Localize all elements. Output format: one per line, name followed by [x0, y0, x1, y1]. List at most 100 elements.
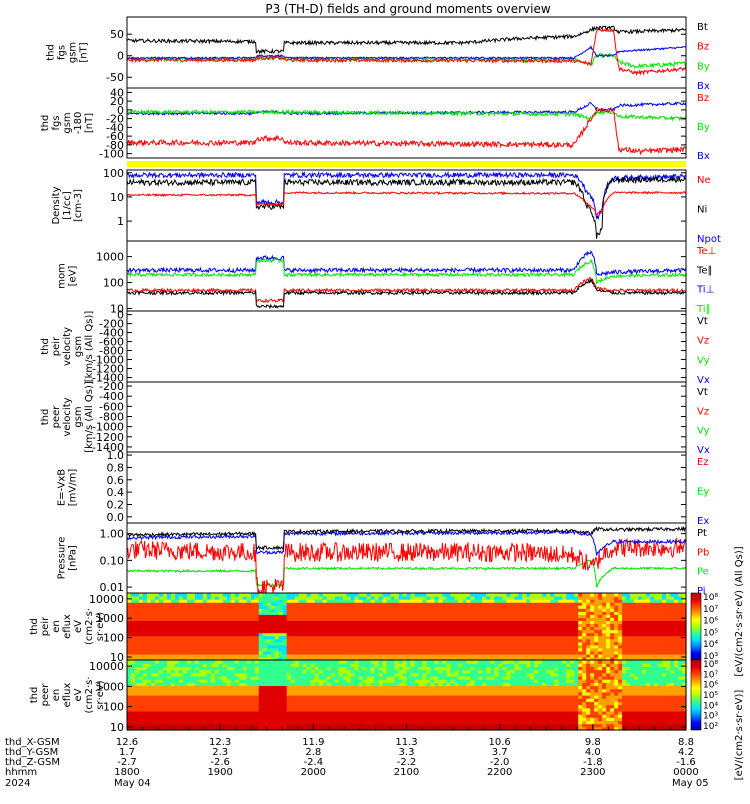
- spectrogram-cell: [167, 660, 172, 664]
- colorbar-tick-label: 10⁶: [703, 617, 718, 627]
- y-axis-label: eflux: [62, 614, 73, 639]
- y-axis-label: thd: [40, 115, 51, 132]
- spectrogram-cell: [203, 593, 208, 597]
- colorbar-tick-label: 10⁷: [703, 605, 718, 615]
- y-axis-label: Pressure: [57, 537, 68, 580]
- panel-frame: [127, 88, 686, 158]
- spectrogram-cell: [183, 660, 188, 664]
- y-tick-label: 10: [110, 191, 124, 204]
- spectrogram-cell: [171, 660, 176, 664]
- colorbar-label: [eV/(cm2·s·sr·eV) (All Qs)]: [734, 546, 745, 676]
- spectrogram-cell: [566, 593, 571, 597]
- spectrogram-cell: [343, 660, 348, 664]
- spectrogram-cell: [614, 593, 619, 597]
- spectrogram-cell: [175, 593, 180, 597]
- spectrogram-cell: [506, 593, 511, 597]
- spectrogram-cell: [410, 660, 415, 664]
- series-line-red: [127, 192, 686, 215]
- y-tick-label: 100: [103, 167, 124, 180]
- y-tick-label: 10000: [89, 593, 124, 606]
- y-axis-label: gsm: [62, 112, 73, 133]
- y-axis-label: fgs: [57, 45, 68, 60]
- legend-entry: Ni: [697, 205, 707, 216]
- spectrogram-cell: [355, 593, 360, 597]
- y-axis-label: [nPa]: [68, 545, 79, 571]
- spectrogram-cell: [339, 593, 344, 597]
- spectrogram-cell: [359, 660, 364, 664]
- spectrogram-cell: [630, 593, 635, 597]
- spectrogram-cell: [558, 593, 563, 597]
- spectrogram-cell: [634, 593, 639, 597]
- spectrogram-cell: [335, 593, 340, 597]
- spectrogram-cell: [363, 593, 368, 597]
- spectrogram-cell: [422, 593, 427, 597]
- y-axis-label: thd: [40, 409, 51, 426]
- legend-entry: By: [697, 61, 710, 72]
- spectrogram-cell: [375, 660, 380, 664]
- legend-entry: Ex: [697, 516, 709, 527]
- spectrogram-cell: [227, 593, 232, 597]
- y-axis-label: velocity: [62, 397, 73, 436]
- series-line-black: [127, 280, 686, 308]
- spectrogram-cell: [526, 593, 531, 597]
- spectrogram-cell: [243, 660, 248, 664]
- spectrogram-cell: [562, 593, 567, 597]
- legend-entry: Bt: [697, 22, 708, 33]
- spectrogram-cell: [235, 593, 240, 597]
- spectrogram-cell: [263, 660, 268, 664]
- spectrogram-cell: [303, 660, 308, 664]
- spectrogram-cell: [470, 593, 475, 597]
- spectrogram-cell: [331, 660, 336, 664]
- legend-entry: Ne: [697, 175, 711, 186]
- y-tick-label: -100: [99, 148, 124, 161]
- spectrogram-cell: [143, 660, 148, 664]
- legend-entry: Ez: [697, 457, 709, 468]
- spectrogram-cell: [399, 593, 404, 597]
- spectrogram-cell: [287, 593, 292, 597]
- y-axis-label: E=-VxB: [57, 469, 68, 506]
- y-tick-label: -50: [106, 71, 124, 84]
- spectrogram-cell: [207, 660, 212, 664]
- y-tick-label: 100: [103, 632, 124, 645]
- spectrogram-cell: [542, 593, 547, 597]
- spectrogram-cell: [267, 660, 272, 664]
- spectrogram-cell: [554, 593, 559, 597]
- spectrogram-cell: [219, 593, 224, 597]
- spectrogram-cell: [215, 593, 220, 597]
- y-axis-label: gsm: [73, 336, 84, 357]
- spectrogram-cell: [183, 593, 188, 597]
- spectrogram-cell: [275, 593, 280, 597]
- y-tick-label: 1000: [96, 251, 124, 264]
- spectrogram-cell: [275, 660, 280, 664]
- spectrogram-cell: [414, 593, 419, 597]
- spectrogram-cell: [618, 593, 623, 597]
- spectrogram-cell: [215, 660, 220, 664]
- spectrogram-cell: [163, 593, 168, 597]
- colorbar-tick-label: 10⁴: [703, 640, 718, 650]
- colorbar-tick-label: 10⁸: [703, 593, 718, 603]
- spectrogram-cell: [175, 660, 180, 664]
- legend-entry: Pb: [697, 547, 709, 558]
- spectrogram-cell: [219, 660, 224, 664]
- spectrogram-cell: [379, 660, 384, 664]
- spectrogram-cell: [594, 593, 599, 597]
- spectrogram-cell: [391, 593, 396, 597]
- y-axis-label: peer: [51, 405, 62, 429]
- y-tick-label: 0.10: [100, 554, 125, 567]
- legend-entry: Te⊥: [696, 246, 716, 257]
- spectrogram-cell: [287, 660, 292, 664]
- spectrogram-cell: [606, 593, 611, 597]
- spectrogram-cell: [247, 593, 252, 597]
- spectrogram-cell: [299, 660, 304, 664]
- spectrogram-cell: [139, 593, 144, 597]
- spectrogram-cell: [131, 593, 136, 597]
- spectrogram-cell: [247, 660, 252, 664]
- spectrogram-cell: [135, 593, 140, 597]
- legend-entry: Ey: [697, 487, 709, 498]
- spectrogram-cell: [207, 593, 212, 597]
- spectrogram-cell: [335, 660, 340, 664]
- y-axis-label: en: [51, 620, 62, 633]
